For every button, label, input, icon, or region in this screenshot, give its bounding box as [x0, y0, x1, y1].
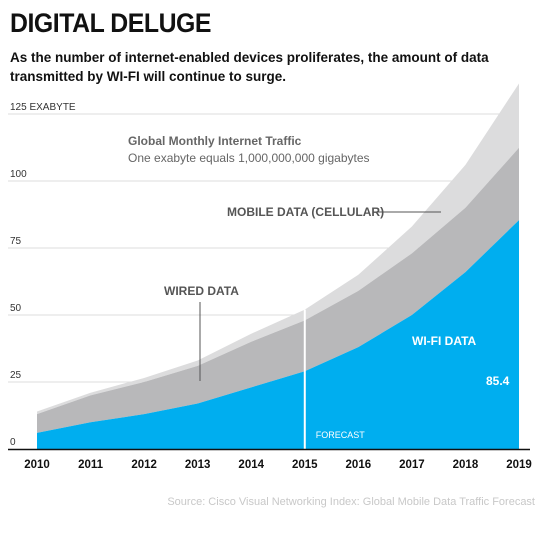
- chart-inner-title: Global Monthly Internet Traffic: [128, 134, 302, 148]
- x-tick-label: 2019: [506, 459, 532, 471]
- x-tick-label: 2016: [346, 459, 372, 471]
- y-tick-label: 0: [10, 437, 16, 448]
- x-tick-label: 2015: [292, 459, 318, 471]
- x-tick-label: 2013: [185, 459, 211, 471]
- x-tick-label: 2010: [24, 459, 50, 471]
- y-tick-label: 75: [10, 236, 22, 247]
- chart-title: DIGITAL DELUGE: [10, 8, 212, 38]
- stacked-areas: [37, 83, 519, 449]
- wifi-last-value-label: 85.4: [486, 374, 510, 388]
- y-axis-ticks: 0 25 50 75 100 125 EXABYTE: [10, 102, 76, 448]
- x-tick-label: 2012: [131, 459, 157, 471]
- series-label-mobile: MOBILE DATA (CELLULAR): [227, 205, 384, 219]
- x-tick-label: 2014: [238, 459, 264, 471]
- source-note: Source: Cisco Visual Networking Index: G…: [167, 496, 535, 508]
- area-wired: [37, 147, 519, 433]
- y-tick-label: 25: [10, 370, 22, 381]
- chart-inner-subtitle: One exabyte equals 1,000,000,000 gigabyt…: [128, 151, 370, 165]
- x-tick-label: 2018: [453, 459, 479, 471]
- series-label-wired: WIRED DATA: [164, 284, 239, 298]
- x-axis-ticks: 2010 2011 2012 2013 2014 2015 2016 2017 2018 2019: [24, 459, 532, 471]
- series-label-wifi: WI-FI DATA: [412, 334, 477, 348]
- x-tick-label: 2017: [399, 459, 425, 471]
- y-tick-label: 100: [10, 169, 27, 180]
- y-tick-label: 125 EXABYTE: [10, 102, 76, 113]
- x-tick-label: 2011: [78, 459, 104, 471]
- y-tick-label: 50: [10, 303, 22, 314]
- chart-subtitle: As the number of internet-enabled device…: [10, 50, 489, 84]
- area-wifi: [37, 220, 519, 449]
- forecast-label: FORECAST: [316, 430, 366, 440]
